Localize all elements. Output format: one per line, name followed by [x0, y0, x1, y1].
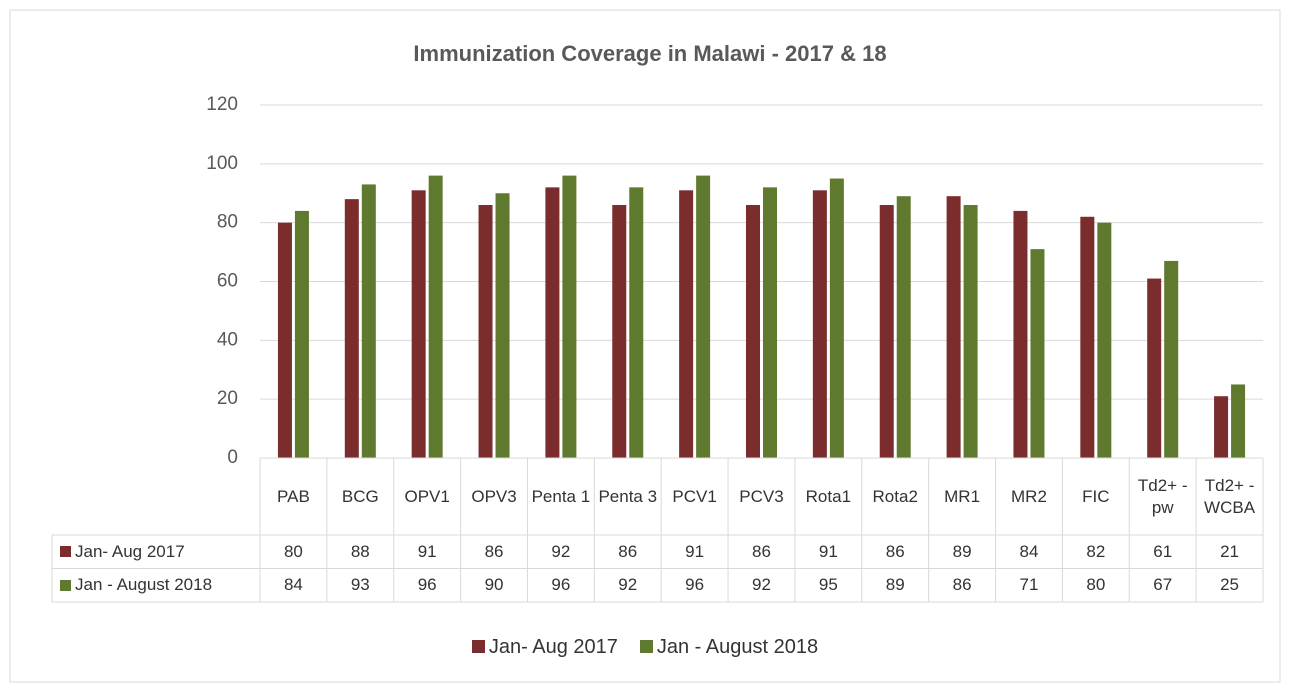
bar	[612, 205, 627, 458]
category-label: BCG	[341, 486, 379, 506]
bar	[896, 196, 911, 459]
y-tick-label: 120	[206, 94, 238, 115]
table-value: 91	[685, 541, 705, 561]
category-label: PCV3	[739, 486, 784, 506]
table-value: 25	[1220, 575, 1240, 595]
bar	[294, 210, 309, 458]
category-label: Td2+ - WCBA	[1204, 475, 1256, 517]
legend-swatch	[60, 546, 71, 558]
bar	[1080, 216, 1095, 458]
y-tick-label: 80	[217, 212, 238, 233]
legend-swatch	[60, 579, 71, 591]
table-series-label: Jan - August 2018	[52, 569, 260, 603]
chart-frame	[9, 9, 1281, 683]
table-value: 84	[283, 575, 303, 595]
category-label: FIC	[1082, 486, 1110, 506]
table-value: 80	[283, 541, 303, 561]
table-value: 86	[618, 541, 638, 561]
table-value: 91	[417, 541, 437, 561]
category-label: Penta 1	[531, 486, 591, 506]
category-label: Penta 3	[598, 486, 658, 506]
chart-title: Immunization Coverage in Malawi - 2017 &…	[413, 41, 886, 66]
bar	[545, 187, 560, 458]
bar	[478, 205, 493, 458]
legend: Jan- Aug 2017 Jan - August 2018	[0, 632, 1290, 662]
category-label: Td2+ - pw	[1137, 475, 1188, 517]
table-value: 86	[952, 575, 972, 595]
table-value: 21	[1220, 541, 1240, 561]
legend-swatch	[639, 640, 653, 653]
y-tick-label: 0	[227, 447, 238, 468]
table-value: 96	[685, 575, 705, 595]
bar	[361, 184, 376, 459]
table-value: 90	[484, 575, 504, 595]
bar	[277, 222, 292, 458]
bar	[495, 193, 510, 458]
table-value: 92	[752, 575, 771, 595]
legend-label: Jan - August 2018	[656, 636, 819, 658]
table-value: 82	[1086, 541, 1106, 561]
bar	[963, 205, 978, 458]
bar	[1013, 210, 1028, 458]
bar	[629, 187, 644, 458]
bar	[763, 187, 777, 458]
legend-item: Jan - August 2018	[639, 636, 819, 658]
table-value: 89	[952, 541, 972, 561]
legend-swatch	[471, 640, 485, 653]
table-value: 80	[1086, 575, 1106, 595]
table-value: 61	[1153, 541, 1173, 561]
bar	[946, 196, 961, 459]
category-label: MR1	[944, 486, 981, 506]
bar	[1030, 249, 1045, 458]
table-value: 86	[885, 541, 905, 561]
bar	[746, 205, 760, 458]
series-name: Jan - August 2018	[75, 575, 213, 595]
category-label: MR2	[1011, 486, 1047, 506]
bar	[1214, 396, 1229, 458]
table-value: 84	[1019, 541, 1039, 561]
table-value: 89	[885, 575, 905, 595]
y-tick-label: 60	[217, 271, 238, 292]
table-series-label: Jan- Aug 2017	[52, 535, 260, 569]
table-value: 96	[417, 575, 437, 595]
category-label: Rota2	[872, 486, 918, 506]
table-value: 96	[551, 575, 571, 595]
table-value: 67	[1153, 575, 1173, 595]
bar	[679, 190, 694, 458]
y-tick-label: 40	[217, 329, 238, 350]
table-value: 92	[551, 541, 571, 561]
table-value: 92	[618, 575, 638, 595]
bar	[1164, 260, 1179, 458]
bar	[411, 190, 426, 458]
y-tick-label: 100	[206, 153, 238, 174]
table-value: 71	[1019, 575, 1039, 595]
y-tick-label: 20	[217, 388, 238, 409]
table-value: 91	[818, 541, 838, 561]
bar	[1231, 384, 1246, 458]
legend-item: Jan- Aug 2017	[471, 636, 618, 658]
bar	[879, 205, 894, 458]
category-label: PCV1	[672, 486, 717, 506]
bar	[1097, 222, 1112, 458]
category-label: Rota1	[805, 486, 852, 506]
bar	[696, 175, 711, 458]
category-label: OPV3	[471, 486, 517, 506]
series-name: Jan- Aug 2017	[75, 541, 185, 561]
table-value: 95	[818, 575, 838, 595]
bar	[812, 190, 827, 458]
legend-label: Jan- Aug 2017	[488, 636, 618, 658]
bar	[829, 178, 844, 458]
table-value: 86	[752, 541, 771, 561]
bar	[344, 199, 359, 458]
bar	[428, 175, 443, 458]
category-label: OPV1	[404, 486, 450, 506]
table-value: 88	[350, 541, 370, 561]
table-value: 93	[350, 575, 370, 595]
bar	[1147, 278, 1162, 458]
table-value: 86	[484, 541, 504, 561]
category-label: PAB	[277, 486, 310, 506]
bar	[562, 175, 577, 458]
